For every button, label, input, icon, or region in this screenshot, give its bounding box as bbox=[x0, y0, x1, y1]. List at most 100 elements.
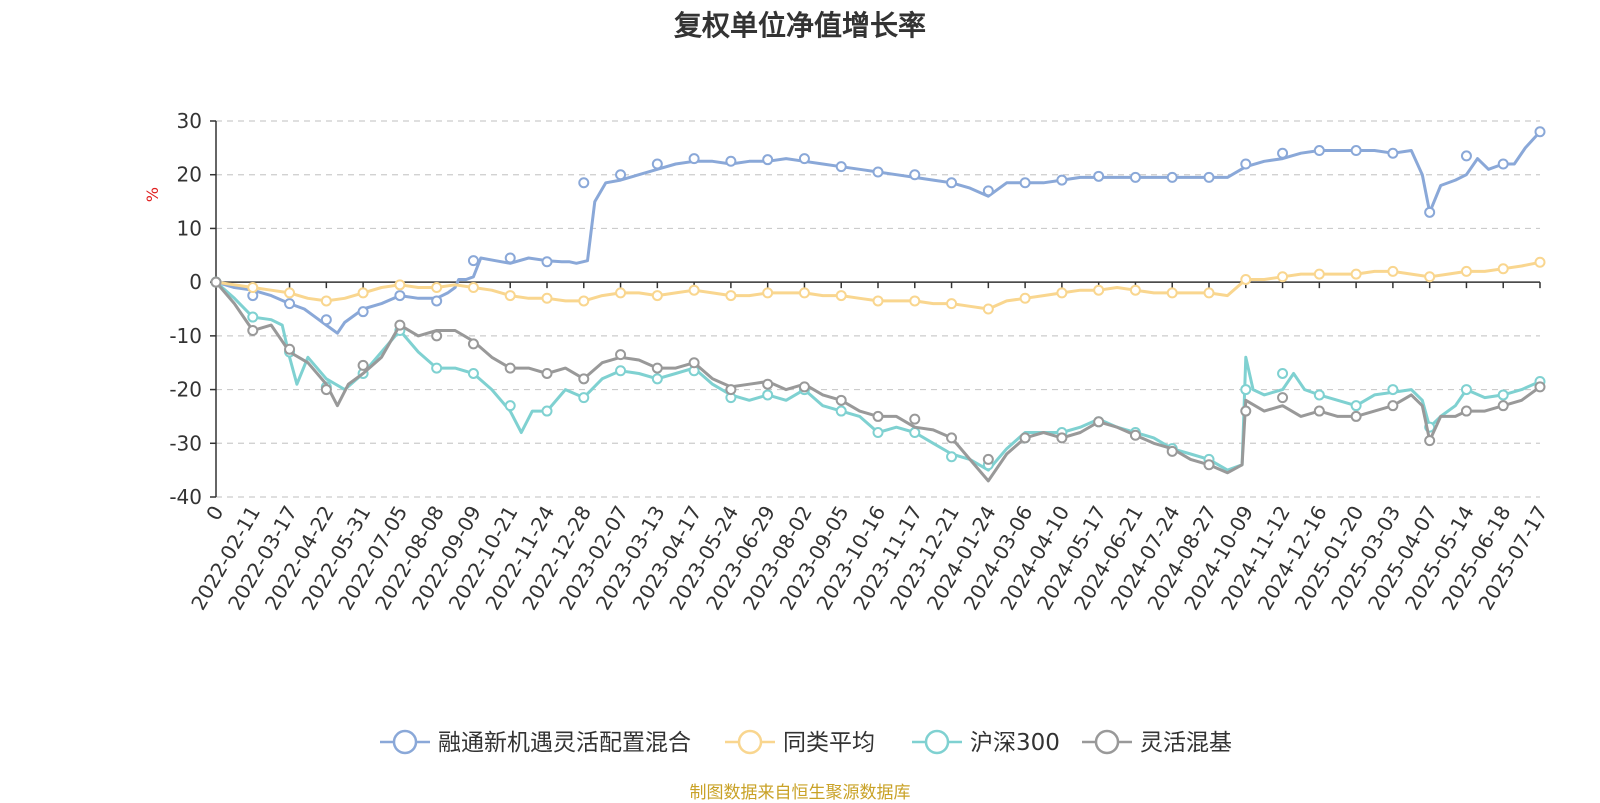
data-point bbox=[1203, 459, 1215, 471]
data-point bbox=[541, 256, 553, 268]
legend-marker bbox=[737, 729, 763, 755]
legend-item-2[interactable]: 沪深300 bbox=[912, 729, 1060, 756]
y-axis-label: % bbox=[143, 187, 162, 202]
data-point bbox=[541, 292, 553, 304]
data-point bbox=[1093, 284, 1105, 296]
data-point bbox=[431, 282, 443, 294]
data-point bbox=[909, 427, 921, 439]
data-point bbox=[394, 290, 406, 302]
legend-item-3[interactable]: 灵活混基 bbox=[1082, 729, 1232, 756]
x-tick-label: 0 bbox=[201, 502, 228, 525]
data-point bbox=[1093, 416, 1105, 428]
data-point bbox=[872, 166, 884, 178]
data-point bbox=[431, 330, 443, 342]
data-point bbox=[1203, 171, 1215, 183]
data-point bbox=[431, 295, 443, 307]
y-tick-label: -10 bbox=[169, 324, 202, 348]
data-point bbox=[762, 389, 774, 401]
data-point bbox=[504, 252, 516, 264]
legend-item-1[interactable]: 同类平均 bbox=[725, 729, 875, 756]
data-point bbox=[651, 362, 663, 374]
legend-item-0[interactable]: 融通新机遇灵活配置混合 bbox=[380, 729, 691, 756]
data-point bbox=[1093, 170, 1105, 182]
source-note: 制图数据来自恒生聚源数据库 bbox=[689, 783, 911, 803]
y-tick-label: 0 bbox=[189, 270, 202, 294]
y-tick-label: -20 bbox=[169, 378, 202, 402]
data-point bbox=[1019, 292, 1031, 304]
data-point bbox=[1166, 171, 1178, 183]
data-point bbox=[1166, 445, 1178, 457]
data-point bbox=[1313, 268, 1325, 280]
data-point bbox=[1277, 392, 1289, 404]
data-point bbox=[1166, 287, 1178, 299]
data-point bbox=[284, 287, 296, 299]
data-point bbox=[1277, 367, 1289, 379]
data-point bbox=[1313, 145, 1325, 157]
axes: 3020100-10-20-30-40%02022-02-112022-03-1… bbox=[143, 109, 1552, 614]
data-point bbox=[835, 405, 847, 417]
data-point bbox=[615, 349, 627, 361]
y-tick-label: -30 bbox=[169, 431, 202, 455]
data-point bbox=[1240, 273, 1252, 285]
data-point bbox=[1497, 400, 1509, 412]
legend[interactable]: 融通新机遇灵活配置混合 同类平均 沪深300 灵活混基 bbox=[380, 729, 1232, 756]
data-point bbox=[1424, 206, 1436, 218]
data-point bbox=[872, 295, 884, 307]
data-point bbox=[1240, 405, 1252, 417]
data-point bbox=[946, 298, 958, 310]
data-point bbox=[1387, 147, 1399, 159]
data-point bbox=[835, 290, 847, 302]
data-point bbox=[504, 362, 516, 374]
data-point bbox=[835, 394, 847, 406]
data-point bbox=[467, 338, 479, 350]
data-point bbox=[1019, 177, 1031, 189]
legend-marker bbox=[392, 729, 418, 755]
data-point bbox=[320, 384, 332, 396]
data-point bbox=[725, 155, 737, 167]
y-tick-label: -40 bbox=[169, 485, 202, 509]
data-point bbox=[247, 311, 259, 323]
data-point bbox=[725, 290, 737, 302]
data-point bbox=[284, 343, 296, 355]
data-point bbox=[1534, 256, 1546, 268]
legend-label: 灵活混基 bbox=[1140, 730, 1232, 756]
data-point bbox=[946, 177, 958, 189]
data-point bbox=[982, 453, 994, 465]
data-point bbox=[578, 177, 590, 189]
data-point bbox=[909, 413, 921, 425]
data-point bbox=[578, 373, 590, 385]
data-point bbox=[762, 378, 774, 390]
data-point bbox=[982, 303, 994, 315]
legend-label: 融通新机遇灵活配置混合 bbox=[438, 730, 691, 756]
data-point bbox=[394, 319, 406, 331]
data-point bbox=[320, 295, 332, 307]
data-point bbox=[541, 405, 553, 417]
data-point bbox=[725, 384, 737, 396]
data-point bbox=[1534, 126, 1546, 138]
data-point bbox=[357, 359, 369, 371]
data-point bbox=[835, 161, 847, 173]
data-point bbox=[762, 287, 774, 299]
data-point bbox=[651, 158, 663, 170]
data-point bbox=[578, 392, 590, 404]
data-point bbox=[1240, 158, 1252, 170]
data-point bbox=[1129, 284, 1141, 296]
data-point bbox=[798, 381, 810, 393]
data-point bbox=[1424, 271, 1436, 283]
data-point bbox=[467, 367, 479, 379]
data-point bbox=[320, 314, 332, 326]
data-point bbox=[1129, 429, 1141, 441]
data-point bbox=[1497, 263, 1509, 275]
data-point bbox=[357, 306, 369, 318]
data-point bbox=[1534, 381, 1546, 393]
data-point bbox=[1056, 287, 1068, 299]
data-point bbox=[872, 410, 884, 422]
data-point bbox=[1350, 400, 1362, 412]
data-point bbox=[1460, 405, 1472, 417]
data-point bbox=[651, 290, 663, 302]
data-point bbox=[946, 451, 958, 463]
data-point bbox=[1277, 271, 1289, 283]
data-point bbox=[504, 400, 516, 412]
data-point bbox=[394, 279, 406, 291]
data-point bbox=[798, 287, 810, 299]
